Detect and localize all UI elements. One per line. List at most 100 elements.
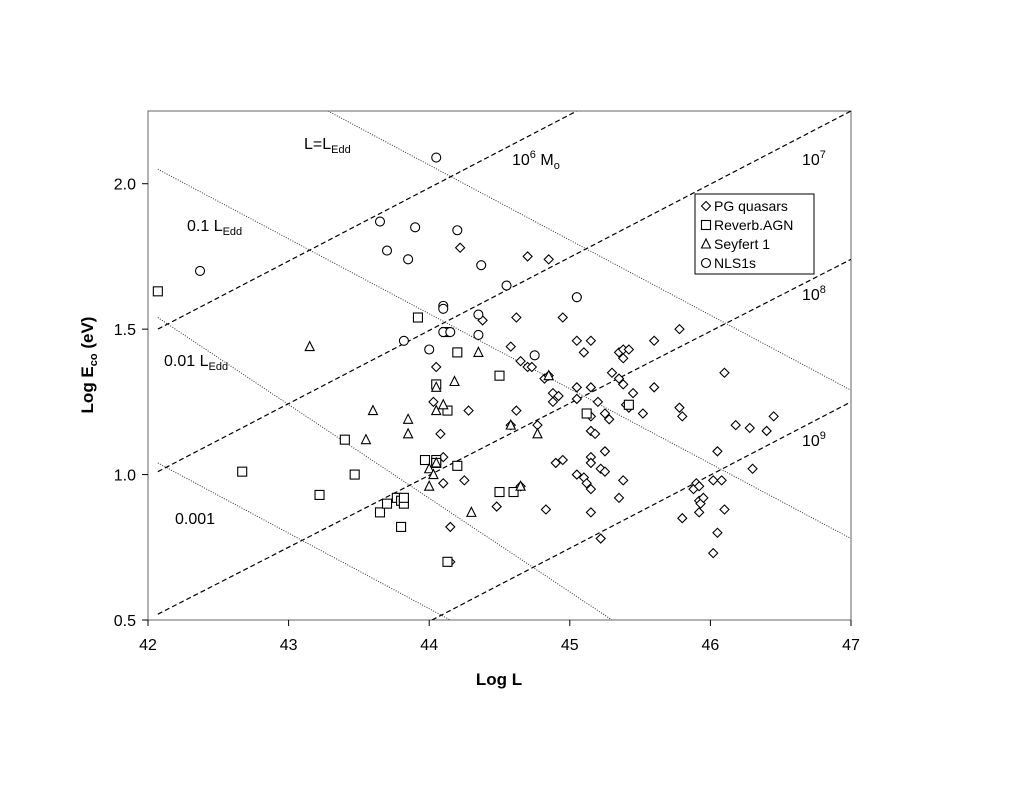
y-tick-label: 1.0 — [114, 468, 136, 485]
point-pg-quasars — [623, 344, 635, 355]
y-axis-label-main: Log E — [78, 366, 97, 413]
point-pg-quasars — [581, 478, 592, 489]
axes: 42 43 44 45 46 47 0.5 1.0 1.5 2.0 — [114, 177, 860, 654]
annotation-mass-1e6-tail: M — [536, 152, 554, 169]
point-nls1s — [424, 344, 435, 355]
point-seyfert-1 — [430, 404, 442, 416]
annotation-mass-1e9: 109 — [802, 430, 826, 450]
point-seyfert-1 — [437, 398, 449, 410]
annotation-mass-1e7-sup: 7 — [820, 149, 826, 161]
point-pg-quasars — [445, 521, 456, 533]
annotation-l-edd-sub: Edd — [331, 144, 351, 156]
point-nls1s — [381, 245, 393, 256]
legend-marker-nls1s — [700, 257, 712, 269]
point-reverb-agn — [452, 347, 463, 358]
point-seyfert-1 — [430, 456, 442, 468]
point-pg-quasars — [540, 504, 552, 515]
point-pg-quasars — [585, 457, 597, 469]
annotation-mass-1e6: 106 Mo — [512, 149, 560, 172]
legend-label-seyfert-1: Seyfert 1 — [714, 236, 770, 252]
eddington-line-3 — [157, 462, 451, 620]
point-pg-quasars — [617, 379, 629, 390]
annotation-l-edd-main: L=L — [304, 136, 331, 153]
point-pg-quasars — [571, 393, 583, 405]
point-pg-quasars — [744, 422, 756, 434]
annotation-mass-1e8: 108 — [802, 284, 826, 304]
legend: PG quasars Reverb.AGN Seyfert 1 NLS1s — [694, 193, 815, 275]
point-nls1s — [438, 303, 449, 314]
point-pg-quasars — [571, 335, 583, 347]
point-pg-quasars — [454, 242, 466, 253]
annotation-mass-1e7-main: 10 — [802, 152, 820, 169]
annotation-0.01-sub: Edd — [208, 361, 228, 373]
point-nls1s — [410, 222, 421, 233]
point-nls1s — [431, 152, 442, 163]
point-pg-quasars — [599, 408, 611, 419]
point-pg-quasars — [571, 469, 583, 480]
annotation-mass-1e8-main: 10 — [802, 287, 820, 304]
legend-box — [694, 193, 815, 275]
legend-label-pg-quasars: PG quasars — [714, 198, 788, 214]
legend-label-nls1s: NLS1s — [714, 255, 756, 271]
point-pg-quasars — [437, 478, 449, 489]
point-pg-quasars — [637, 408, 649, 419]
data-points — [152, 152, 779, 568]
point-reverb-agn — [152, 286, 163, 297]
point-pg-quasars — [677, 512, 688, 524]
point-pg-quasars — [719, 504, 730, 515]
point-pg-quasars — [603, 414, 615, 425]
point-pg-quasars — [511, 405, 522, 416]
point-reverb-agn — [237, 466, 248, 477]
annotation-mass-1e6-main: 10 — [512, 152, 530, 169]
point-pg-quasars — [550, 457, 562, 469]
point-pg-quasars — [595, 533, 607, 544]
point-pg-quasars — [543, 254, 554, 265]
point-reverb-agn — [494, 370, 505, 381]
point-pg-quasars — [459, 475, 470, 486]
point-pg-quasars — [648, 382, 660, 393]
point-nls1s — [194, 265, 206, 277]
legend-marker-pg-quasars — [700, 200, 712, 212]
point-reverb-agn — [581, 408, 592, 419]
point-pg-quasars — [606, 367, 618, 379]
y-axis-label-sub: co — [88, 353, 100, 366]
point-pg-quasars — [617, 352, 629, 364]
point-reverb-agn — [494, 486, 505, 498]
point-seyfert-1 — [428, 468, 439, 480]
point-reverb-agn — [314, 489, 325, 500]
point-pg-quasars — [585, 483, 597, 495]
point-nls1s — [473, 309, 484, 320]
point-pg-quasars — [557, 454, 569, 466]
point-nls1s — [501, 280, 512, 291]
point-pg-quasars — [599, 446, 611, 457]
point-seyfert-1 — [449, 375, 460, 387]
point-nls1s — [398, 335, 409, 346]
point-reverb-agn — [412, 312, 424, 323]
point-nls1s — [529, 350, 540, 361]
y-axis-label-unit: (eV) — [78, 317, 97, 354]
annotation-mass-1e6-sub: o — [554, 160, 560, 172]
eddington-line-1 — [157, 168, 851, 540]
eddington-line-2 — [157, 317, 613, 620]
x-axis-label: Log L — [476, 670, 522, 689]
point-nls1s — [445, 327, 456, 338]
reference-lines — [157, 111, 851, 620]
point-seyfert-1 — [402, 413, 414, 424]
point-seyfert-1 — [465, 506, 477, 517]
annotation-mass-1e6-sup: 6 — [530, 149, 536, 161]
point-pg-quasars — [435, 428, 446, 440]
annotation-mass-1e8-sup: 8 — [820, 284, 826, 296]
point-reverb-agn — [452, 460, 463, 471]
point-reverb-agn — [396, 521, 407, 532]
point-pg-quasars — [585, 507, 597, 518]
point-reverb-agn — [508, 486, 519, 498]
point-pg-quasars — [712, 527, 723, 539]
point-pg-quasars — [526, 361, 538, 373]
series-nls1s — [194, 152, 582, 361]
point-pg-quasars — [428, 396, 439, 408]
point-seyfert-1 — [505, 418, 517, 430]
x-tick-label: 42 — [139, 637, 157, 654]
plot-area — [147, 110, 852, 621]
point-seyfert-1 — [304, 340, 316, 352]
y-axis-label: Log Eco (eV) — [78, 317, 100, 414]
